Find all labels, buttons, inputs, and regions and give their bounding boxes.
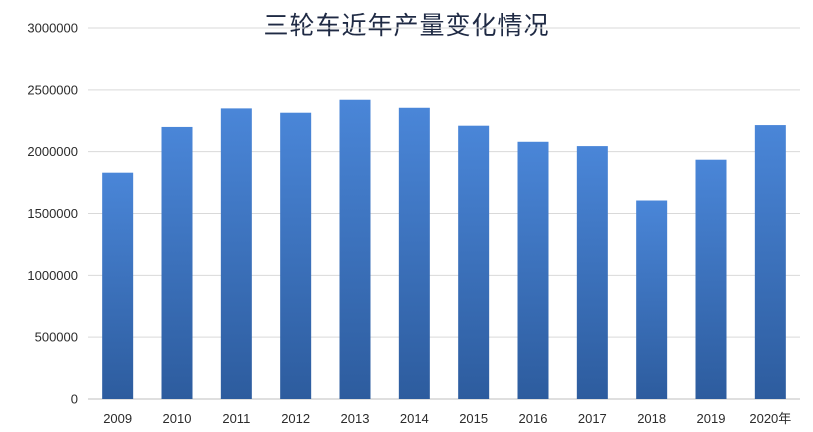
y-tick-label: 1000000: [27, 268, 78, 283]
bar-2014: [398, 107, 430, 399]
x-tick-label: 2016: [519, 411, 548, 426]
gridlines: [88, 27, 800, 400]
x-tick-label: 2013: [341, 411, 370, 426]
x-tick-label: 2019: [697, 411, 726, 426]
y-tick-label: 2500000: [27, 82, 78, 97]
bar-2015: [458, 125, 490, 400]
bar-2017: [576, 146, 608, 399]
y-tick-label: 1500000: [27, 206, 78, 221]
x-tick-label: 2010: [163, 411, 192, 426]
y-tick-label: 2000000: [27, 144, 78, 159]
y-tick-label: 0: [71, 392, 78, 407]
bar-2013: [339, 99, 371, 399]
bar-2012: [280, 112, 312, 399]
bar-2020年: [754, 125, 786, 399]
x-tick-label: 2009: [103, 411, 132, 426]
chart-title: 三轮车近年产量变化情况: [263, 11, 550, 40]
y-tick-label: 500000: [35, 330, 78, 345]
bar-2018: [636, 200, 668, 399]
bar-2016: [517, 141, 549, 400]
bar-2011: [220, 108, 252, 399]
x-tick-label: 2017: [578, 411, 607, 426]
x-tick-label: 2011: [222, 411, 250, 426]
y-tick-label: 3000000: [27, 21, 78, 36]
x-tick-label: 2012: [281, 411, 310, 426]
bar-2019: [695, 159, 727, 399]
x-axis-ticks: 2009 2010 2011 2012 2013 2014 2015 2016 2017 2018…: [103, 411, 791, 426]
y-axis-ticks: 0 500000 1000000 1500000 2000000 2500000 30000…: [27, 21, 78, 407]
bar-2010: [161, 126, 193, 399]
x-tick-label: 2018: [637, 411, 666, 426]
bar-2009: [102, 172, 134, 399]
x-tick-label: 2020年: [749, 411, 791, 426]
x-tick-label: 2014: [400, 411, 429, 426]
bars: [102, 99, 786, 400]
x-tick-label: 2015: [459, 411, 488, 426]
